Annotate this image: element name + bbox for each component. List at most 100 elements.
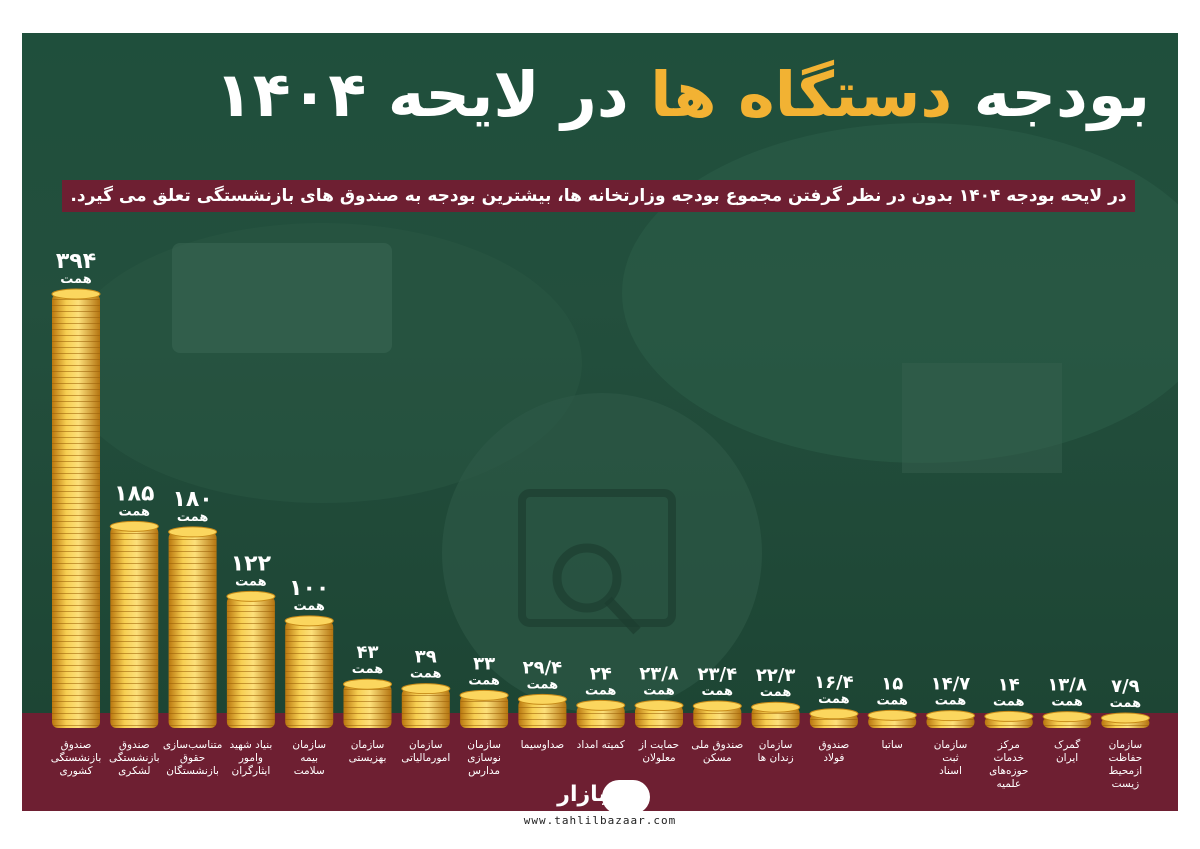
value-label: ۱۳/۸ [1047, 675, 1087, 696]
value-label: ۲۲/۳ [756, 665, 796, 686]
unit-label: همت [876, 693, 908, 708]
coin-top [109, 520, 159, 532]
coin-top [1100, 712, 1150, 724]
value-label: ۱۴/۷ [931, 674, 971, 695]
coin-top [926, 710, 975, 722]
unit-label: همت [410, 667, 442, 682]
website-url: www.tahlilbazaar.com [523, 814, 677, 827]
value-label: ۳۹۴ [56, 249, 96, 274]
value-label: ۳۳ [473, 653, 495, 674]
coin-top [809, 708, 859, 720]
title-part-1: بودجه [973, 58, 1150, 131]
unit-label: همت [702, 684, 734, 699]
value-label: ۴۳ [357, 642, 379, 663]
value-label: ۷/۹ [1111, 676, 1140, 697]
coin-top [401, 683, 451, 695]
category-label: صداوسیما [521, 739, 565, 751]
coin-top [867, 709, 917, 721]
coin-bar-16 [926, 710, 975, 728]
coin-edges [751, 707, 800, 728]
unit-label: همت [177, 510, 209, 525]
coin-top [51, 288, 101, 300]
value-label: ۱۴ [998, 674, 1020, 695]
unit-label: همت [235, 574, 267, 589]
coin-bar-19 [1100, 712, 1150, 728]
category-label: سازمان نوسازی مدارس [467, 739, 501, 777]
page-title: بودجه دستگاه ها در لایحه ۱۴۰۴ [215, 55, 1150, 135]
coin-bar-5 [284, 615, 334, 728]
unit-label: همت [60, 272, 92, 287]
category-label: حمایت از معلولان [638, 739, 679, 764]
coin-bar-13 [751, 701, 801, 728]
coin-bar-8 [459, 689, 509, 728]
coin-bar-6 [343, 678, 392, 728]
coin-bar-4 [226, 590, 276, 728]
unit-label: همت [468, 673, 500, 688]
coin-edges [110, 526, 159, 728]
coin-bar-11 [634, 700, 684, 728]
coin-edges [460, 695, 509, 728]
coin-top [751, 701, 801, 713]
value-label: ۲۳/۴ [698, 664, 738, 685]
value-label: ۱۸۵ [114, 481, 154, 506]
coin-top [984, 710, 1034, 722]
value-label: ۳۹ [415, 647, 437, 668]
coin-bar-2 [109, 520, 159, 728]
coin-bar-15 [867, 709, 917, 728]
coin-bar-18 [1042, 711, 1092, 728]
coin-edges [518, 699, 567, 728]
logo: بازار [552, 780, 652, 816]
value-label: ۲۴ [590, 663, 612, 684]
coin-edges [693, 705, 742, 728]
coin-top [226, 590, 276, 602]
coin-top [284, 615, 334, 627]
coin-top [459, 689, 509, 701]
coin-edges [285, 620, 334, 728]
category-label: سازمان حفاظت ازمحیط زیست [1109, 739, 1143, 790]
category-label: گمرک ایران [1054, 738, 1080, 764]
unit-label: همت [352, 662, 384, 677]
coin-top [576, 699, 626, 711]
coin-bar-12 [692, 700, 742, 728]
unit-label: همت [293, 599, 325, 614]
coin-bar-1 [51, 288, 101, 728]
value-label: ۲۳/۸ [639, 664, 679, 685]
category-label: متناسب‌سازی حقوق بازنشستگان [163, 739, 223, 777]
category-label: کمیته امداد [577, 739, 625, 751]
coin-top [634, 700, 684, 712]
coin-top [517, 693, 567, 705]
category-label: بنیاد شهید وامور ایثارگران [230, 739, 273, 777]
value-label: ۲۹/۴ [523, 657, 563, 678]
coin-top [1042, 711, 1092, 723]
coin-edges [52, 294, 100, 728]
logo-text: بازار [557, 782, 607, 807]
unit-label: همت [643, 684, 675, 699]
category-label: سازمان امورمالیاتی [401, 739, 450, 764]
coin-bar-17 [984, 710, 1034, 728]
coin-bar-10 [576, 699, 626, 728]
coin-edges [168, 531, 217, 728]
unit-label: همت [1051, 695, 1083, 710]
value-label: ۱۶/۴ [814, 672, 854, 693]
value-label: ۱۰۰ [289, 576, 329, 601]
coin-edges [401, 688, 450, 728]
category-label: ساتبا [882, 739, 903, 751]
unit-label: همت [760, 685, 792, 700]
coin-edges [226, 596, 275, 728]
value-label: ۱۸۰ [172, 487, 212, 512]
coin-bar-3 [168, 526, 218, 728]
unit-label: همت [935, 694, 967, 709]
coin-bar-14 [809, 708, 859, 728]
unit-label: همت [585, 683, 617, 698]
coin-bar-7 [401, 683, 451, 728]
unit-label: همت [119, 504, 151, 519]
coin-edges [635, 705, 683, 728]
coin-top [168, 526, 218, 538]
coin-top [343, 678, 392, 690]
value-label: ۱۵ [881, 673, 903, 694]
category-label: صندوق بازنشستگی لشکری [109, 739, 160, 777]
title-part-2: دستگاه ها [650, 58, 953, 131]
category-label: صندوق بازنشستگی کشوری [51, 739, 102, 777]
unit-label: همت [1110, 696, 1142, 711]
